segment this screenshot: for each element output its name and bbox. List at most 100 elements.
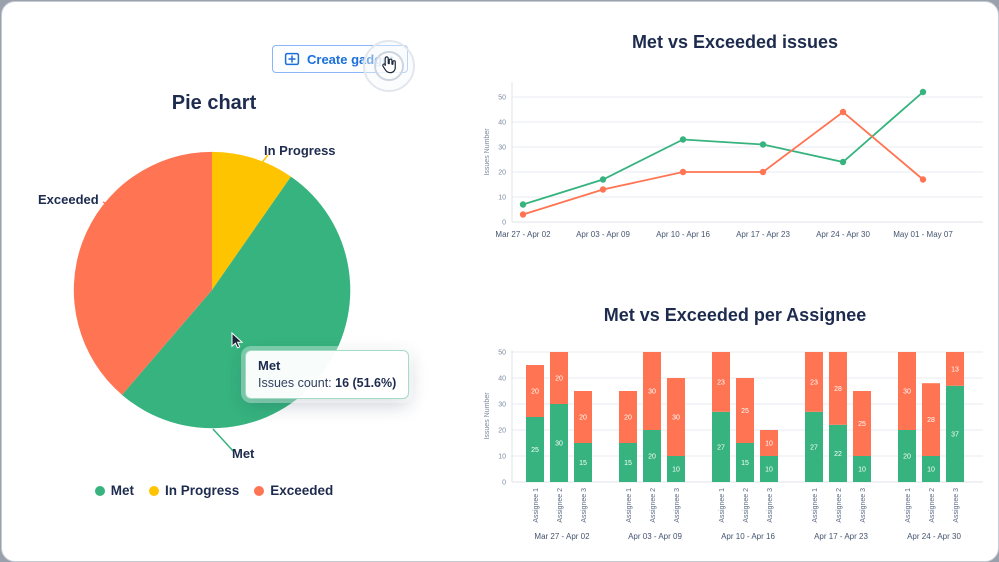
line-point-met[interactable] (759, 141, 767, 148)
assignee-label: Assignee 1 (719, 488, 726, 523)
bar-value-exceeded: 20 (579, 415, 587, 422)
pie-label-exceeded: Exceeded (38, 192, 99, 207)
bar-value-met: 10 (765, 467, 773, 474)
line-chart-title: Met vs Exceeded issues (631, 32, 839, 52)
bar-met-assignee-2[interactable] (829, 424, 847, 482)
assignee-label: Assignee 2 (929, 488, 936, 523)
legend-item-met[interactable]: Met (94, 483, 134, 498)
bar-met-assignee-1[interactable] (805, 411, 823, 482)
bar-exceeded-assignee-3[interactable] (760, 430, 778, 456)
x-tick-label: Apr 10 - Apr 16 (656, 230, 710, 239)
bar-value-exceeded: 30 (903, 389, 911, 396)
bar-met-assignee-3[interactable] (760, 456, 778, 482)
legend-dot-exceeded (254, 485, 265, 496)
bar-met-assignee-1[interactable] (712, 411, 730, 482)
group-date-label: Apr 17 - Apr 23 (814, 532, 868, 541)
bar-exceeded-assignee-1[interactable] (526, 365, 544, 417)
legend-item-exceeded[interactable]: Exceeded (254, 483, 333, 498)
bar-exceeded-assignee-1[interactable] (898, 352, 916, 430)
x-tick-label: Apr 03 - Apr 09 (576, 230, 630, 239)
bar-value-exceeded: 10 (765, 441, 773, 448)
y-tick-label: 50 (498, 95, 506, 102)
bar-met-assignee-3[interactable] (574, 443, 592, 482)
line-point-met[interactable] (519, 201, 527, 208)
line-point-met[interactable] (599, 176, 607, 183)
pie-slice-in-progress[interactable] (212, 151, 291, 290)
bar-exceeded-assignee-1[interactable] (805, 352, 823, 412)
bar-met-assignee-2[interactable] (736, 443, 754, 482)
line-point-exceeded[interactable] (599, 186, 607, 193)
bar-value-met: 20 (648, 454, 656, 461)
bar-met-assignee-1[interactable] (526, 417, 544, 482)
bar-value-met: 22 (834, 451, 842, 458)
legend-item-in-progress[interactable]: In Progress (148, 483, 240, 498)
bar-exceeded-assignee-3[interactable] (946, 352, 964, 386)
x-tick-label: Apr 17 - Apr 23 (736, 230, 790, 239)
assignee-label: Assignee 3 (767, 488, 774, 523)
bar-met-assignee-1[interactable] (619, 443, 637, 482)
line-point-exceeded[interactable] (679, 168, 687, 176)
bar-value-exceeded: 28 (927, 417, 935, 424)
bar-value-exceeded: 20 (555, 376, 563, 383)
line-point-exceeded[interactable] (919, 176, 927, 183)
pie-chart-title: Pie chart (171, 92, 257, 114)
y-tick-label: 30 (498, 145, 506, 152)
line-point-met[interactable] (679, 136, 687, 143)
y-tick-label: 20 (498, 170, 506, 177)
line-point-exceeded[interactable] (519, 211, 527, 218)
assignee-label: Assignee 2 (557, 488, 564, 523)
line-point-exceeded[interactable] (839, 108, 847, 116)
assignee-label: Assignee 3 (860, 488, 867, 523)
bar-exceeded-assignee-2[interactable] (736, 378, 754, 443)
bar-exceeded-assignee-2[interactable] (643, 352, 661, 430)
bar-met-assignee-2[interactable] (643, 430, 661, 482)
bar-value-exceeded: 23 (717, 379, 725, 386)
bar-met-assignee-1[interactable] (898, 430, 916, 482)
assignee-label: Assignee 1 (905, 488, 912, 523)
y-tick-label: 0 (502, 220, 506, 227)
group-date-label: Apr 24 - Apr 30 (907, 532, 961, 541)
pie-tooltip: Met Issues count: 16 (51.6%) (245, 350, 410, 399)
bar-value-exceeded: 25 (858, 421, 866, 428)
tooltip-title: Met (258, 358, 281, 373)
y-axis-title: Issues Number (484, 128, 491, 176)
bar-value-met: 15 (579, 460, 587, 467)
y-tick-label: 10 (498, 454, 506, 461)
bar-value-met: 27 (810, 444, 818, 451)
pie-legend: Met In Progress Exceeded (2, 483, 426, 498)
bar-exceeded-assignee-1[interactable] (619, 391, 637, 443)
line-point-met[interactable] (919, 88, 927, 96)
bar-exceeded-assignee-2[interactable] (550, 352, 568, 404)
bar-met-assignee-2[interactable] (922, 456, 940, 482)
group-date-label: Apr 10 - Apr 16 (721, 532, 775, 541)
assignee-label: Assignee 3 (674, 488, 681, 523)
x-tick-label: May 01 - May 07 (893, 230, 953, 239)
bar-exceeded-assignee-3[interactable] (574, 391, 592, 443)
bar-value-met: 20 (903, 454, 911, 461)
assignee-label: Assignee 2 (836, 488, 843, 523)
bar-value-met: 10 (672, 467, 680, 474)
bar-exceeded-assignee-3[interactable] (667, 378, 685, 456)
line-series-met (522, 91, 924, 206)
tooltip-count: Issues count: 16 (51.6%) (258, 376, 396, 390)
bar-exceeded-assignee-1[interactable] (712, 352, 730, 412)
bar-met-assignee-3[interactable] (853, 456, 871, 482)
line-series-exceeded (522, 110, 924, 216)
bar-value-met: 10 (858, 467, 866, 474)
assignee-label: Assignee 1 (533, 488, 540, 523)
tooltip-count-label: Issues count: (258, 376, 332, 390)
bar-exceeded-assignee-3[interactable] (853, 391, 871, 456)
assignee-label: Assignee 3 (581, 488, 588, 523)
bar-exceeded-assignee-2[interactable] (922, 383, 940, 456)
connector-met (212, 428, 235, 453)
line-point-met[interactable] (839, 158, 847, 166)
bar-value-exceeded: 13 (951, 366, 959, 373)
bar-met-assignee-3[interactable] (667, 456, 685, 482)
bar-met-assignee-2[interactable] (550, 404, 568, 482)
y-axis-title: Issues Number (484, 392, 491, 440)
create-gadget-icon (284, 52, 300, 66)
line-point-exceeded[interactable] (759, 168, 767, 176)
bar-met-assignee-3[interactable] (946, 385, 964, 482)
legend-label-in-progress: In Progress (164, 483, 240, 498)
bar-exceeded-assignee-2[interactable] (829, 352, 847, 425)
